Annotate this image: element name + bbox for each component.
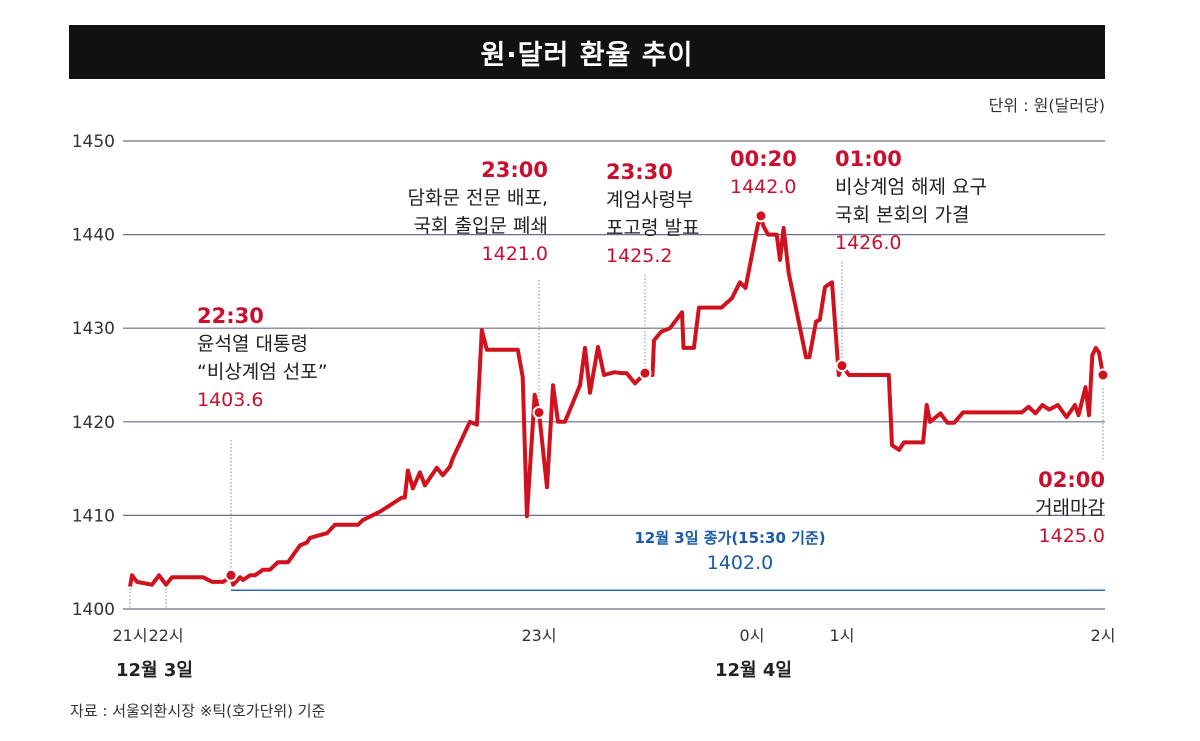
annotation-time: 02:00 bbox=[1038, 468, 1105, 492]
annotation-0020: 00:20 1442.0 bbox=[730, 145, 797, 201]
annotation-text: 윤석열 대통령 bbox=[197, 333, 308, 355]
x-tick-label: 2시 bbox=[1091, 626, 1116, 645]
y-tick-label: 1440 bbox=[72, 226, 115, 246]
y-tick-label: 1420 bbox=[72, 413, 115, 433]
annotation-0200: 02:00 거래마감 1425.0 bbox=[1035, 466, 1105, 550]
annotation-text: 계엄사령부 bbox=[606, 189, 694, 211]
highlight-point bbox=[835, 359, 849, 373]
annotation-time: 22:30 bbox=[197, 304, 264, 328]
annotation-time: 23:30 bbox=[606, 160, 673, 184]
unit-label: 단위 : 원(달러당) bbox=[988, 96, 1105, 115]
annotation-2330: 23:30 계엄사령부 포고령 발표 1425.2 bbox=[606, 158, 699, 270]
annotation-value: 1403.6 bbox=[197, 389, 264, 411]
annotation-value: 1442.0 bbox=[730, 176, 797, 198]
annotation-value: 1425.0 bbox=[1038, 525, 1105, 547]
chart-title: 원·달러 환율 추이 bbox=[480, 39, 694, 71]
date-label-dec4: 12월 4일 bbox=[715, 660, 792, 681]
annotation-text: 포고령 발표 bbox=[606, 217, 700, 239]
annotation-text: 비상계엄 해제 요구 bbox=[835, 176, 987, 198]
annotation-2230: 22:30 윤석열 대통령 “비상계엄 선포” 1403.6 bbox=[197, 302, 328, 414]
annotation-value: 1426.0 bbox=[835, 232, 902, 254]
highlight-point bbox=[638, 366, 652, 380]
annotation-2300: 23:00 담화문 전문 배포, 국회 출입문 폐쇄 1421.0 bbox=[408, 156, 548, 268]
annotation-text: 거래마감 bbox=[1035, 497, 1105, 519]
y-tick-label: 1450 bbox=[72, 132, 115, 152]
y-tick-label: 1400 bbox=[72, 600, 115, 620]
date-label-dec3: 12월 3일 bbox=[116, 660, 193, 681]
annotation-time: 00:20 bbox=[730, 147, 797, 171]
annotation-text: 국회 출입문 폐쇄 bbox=[413, 215, 548, 237]
source-note: 자료 : 서울외환시장 ※틱(호가단위) 기준 bbox=[70, 702, 326, 720]
x-tick-label: 22시 bbox=[148, 626, 183, 645]
highlight-point bbox=[532, 405, 546, 419]
annotation-text: “비상계엄 선포” bbox=[197, 361, 328, 383]
reference-label: 12월 3일 종가(15:30 기준) bbox=[634, 529, 826, 547]
annotation-text: 국회 본회의 가결 bbox=[835, 204, 970, 226]
title-bar: 원·달러 환율 추이 bbox=[69, 25, 1105, 79]
reference-value: 1402.0 bbox=[706, 552, 774, 574]
x-tick-label: 21시 bbox=[112, 626, 147, 645]
annotation-value: 1421.0 bbox=[481, 243, 548, 265]
annotation-time: 23:00 bbox=[481, 158, 548, 182]
highlight-point bbox=[1096, 368, 1110, 382]
annotation-0100: 01:00 비상계엄 해제 요구 국회 본회의 가결 1426.0 bbox=[835, 145, 987, 257]
x-tick-label: 23시 bbox=[521, 626, 556, 645]
annotation-time: 01:00 bbox=[835, 147, 902, 171]
annotation-text: 담화문 전문 배포, bbox=[407, 187, 548, 209]
annotation-value: 1425.2 bbox=[606, 245, 673, 267]
exchange-rate-line bbox=[128, 213, 1105, 587]
y-tick-label: 1430 bbox=[72, 319, 115, 339]
x-tick-label: 0시 bbox=[740, 626, 765, 645]
y-tick-label: 1410 bbox=[72, 506, 115, 526]
x-tick-label: 1시 bbox=[830, 626, 855, 645]
reference-annotation: 12월 3일 종가(15:30 기준) 1402.0 bbox=[634, 527, 840, 574]
highlight-point bbox=[224, 568, 238, 582]
highlight-point bbox=[754, 209, 768, 223]
